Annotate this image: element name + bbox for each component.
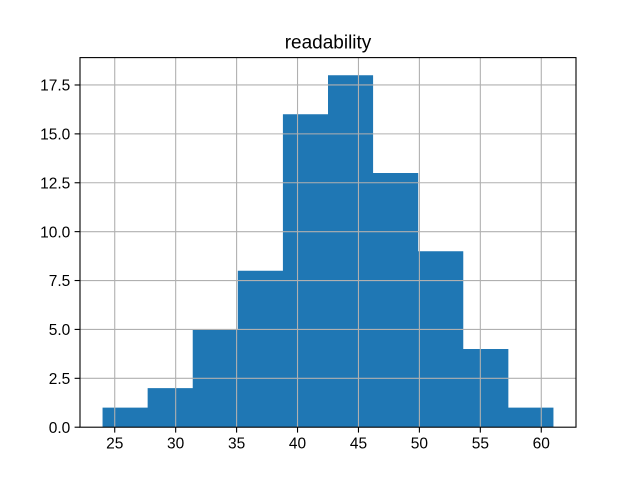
svg-text:35: 35 [228, 436, 245, 453]
svg-text:15.0: 15.0 [40, 127, 71, 144]
svg-text:17.5: 17.5 [40, 78, 70, 95]
svg-text:5.0: 5.0 [49, 322, 71, 339]
svg-text:50: 50 [411, 436, 429, 453]
svg-text:40: 40 [289, 436, 307, 453]
svg-text:45: 45 [350, 436, 367, 453]
svg-text:7.5: 7.5 [49, 273, 71, 290]
svg-text:readability: readability [285, 32, 372, 53]
svg-text:0.0: 0.0 [49, 420, 71, 437]
svg-text:12.5: 12.5 [40, 176, 70, 193]
svg-text:60: 60 [533, 436, 551, 453]
svg-text:30: 30 [167, 436, 185, 453]
svg-text:2.5: 2.5 [49, 371, 71, 388]
svg-text:25: 25 [106, 436, 123, 453]
svg-text:55: 55 [472, 436, 489, 453]
svg-text:10.0: 10.0 [40, 224, 71, 241]
